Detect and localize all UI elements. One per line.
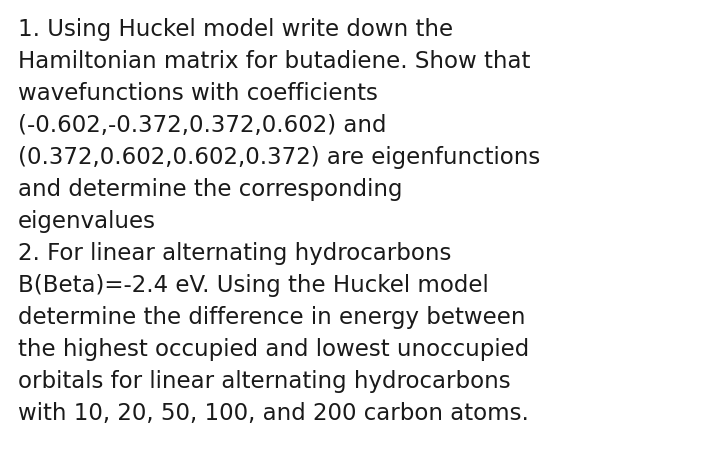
Text: (0.372,0.602,0.602,0.372) are eigenfunctions: (0.372,0.602,0.602,0.372) are eigenfunct… [18, 146, 540, 169]
Text: (-0.602,-0.372,0.372,0.602) and: (-0.602,-0.372,0.372,0.602) and [18, 114, 387, 137]
Text: orbitals for linear alternating hydrocarbons: orbitals for linear alternating hydrocar… [18, 370, 510, 393]
Text: the highest occupied and lowest unoccupied: the highest occupied and lowest unoccupi… [18, 338, 529, 361]
Text: determine the difference in energy between: determine the difference in energy betwe… [18, 306, 526, 329]
Text: Hamiltonian matrix for butadiene. Show that: Hamiltonian matrix for butadiene. Show t… [18, 50, 531, 73]
Text: with 10, 20, 50, 100, and 200 carbon atoms.: with 10, 20, 50, 100, and 200 carbon ato… [18, 402, 529, 425]
Text: 2. For linear alternating hydrocarbons: 2. For linear alternating hydrocarbons [18, 242, 451, 265]
Text: B(Beta)=-2.4 eV. Using the Huckel model: B(Beta)=-2.4 eV. Using the Huckel model [18, 274, 489, 297]
Text: and determine the corresponding: and determine the corresponding [18, 178, 402, 201]
Text: 1. Using Huckel model write down the: 1. Using Huckel model write down the [18, 18, 453, 41]
Text: wavefunctions with coefficients: wavefunctions with coefficients [18, 82, 378, 105]
Text: eigenvalues: eigenvalues [18, 210, 156, 233]
